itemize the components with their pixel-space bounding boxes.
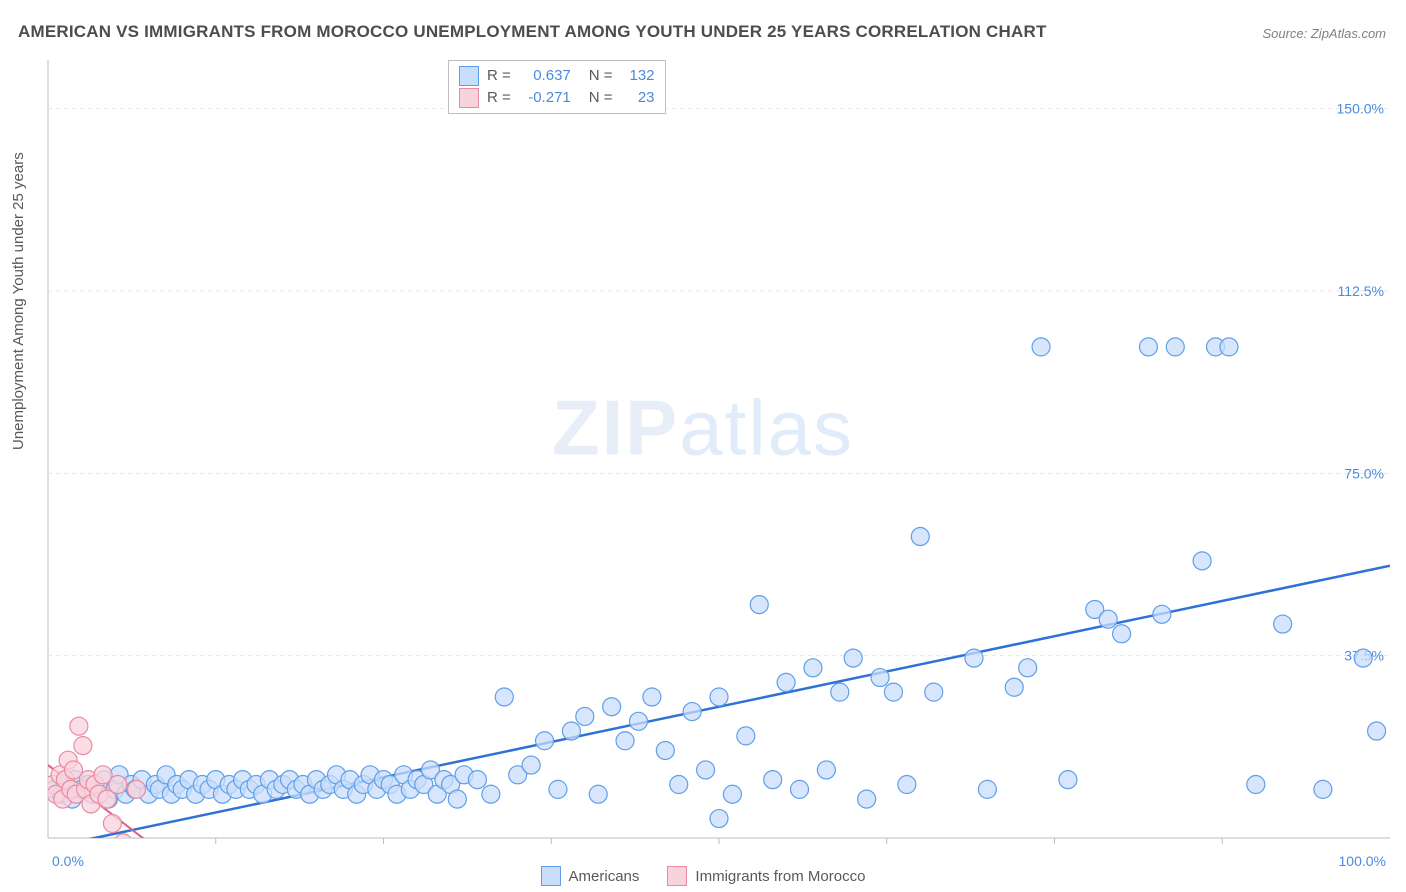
stat-r-label: R = — [487, 65, 511, 87]
legend-swatch — [541, 866, 561, 886]
legend-label: Immigrants from Morocco — [695, 868, 865, 885]
stat-r-value: 0.637 — [519, 65, 571, 87]
stat-n-label: N = — [589, 65, 613, 87]
stats-row: R = -0.271 N = 23 — [459, 87, 655, 109]
stat-n-value: 23 — [621, 87, 655, 109]
series-swatch — [459, 66, 479, 86]
stat-n-label: N = — [589, 87, 613, 109]
stat-r-value: -0.271 — [519, 87, 571, 109]
stat-r-label: R = — [487, 87, 511, 109]
legend-item: Americans — [541, 866, 640, 886]
legend-item: Immigrants from Morocco — [667, 866, 865, 886]
svg-text:150.0%: 150.0% — [1337, 101, 1384, 117]
legend-label: Americans — [569, 868, 640, 885]
stat-n-value: 132 — [621, 65, 655, 87]
legend-swatch — [667, 866, 687, 886]
svg-text:112.5%: 112.5% — [1338, 283, 1384, 299]
stats-row: R = 0.637 N = 132 — [459, 65, 655, 87]
svg-text:75.0%: 75.0% — [1344, 465, 1384, 481]
scatter-chart: 37.5%75.0%112.5%150.0%0.0%100.0% — [0, 0, 1406, 892]
series-swatch — [459, 88, 479, 108]
chart-legend: Americans Immigrants from Morocco — [0, 866, 1406, 886]
correlation-stats-box: R = 0.637 N = 132 R = -0.271 N = 23 — [448, 60, 666, 114]
